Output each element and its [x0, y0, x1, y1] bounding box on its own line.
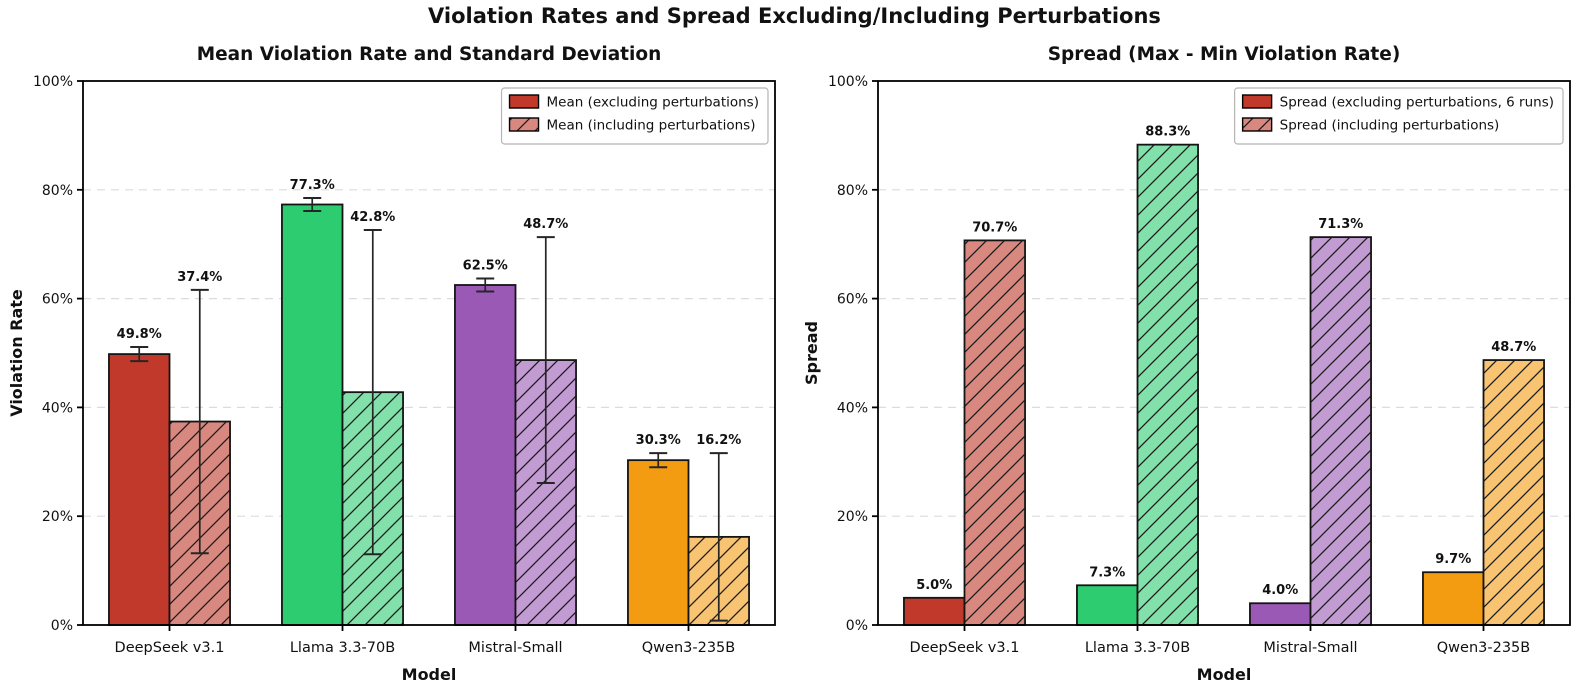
error-bar	[536, 236, 555, 485]
x-tick-label: DeepSeek v3.1	[910, 640, 1020, 656]
x-tick-label: Qwen3-235B	[1437, 640, 1530, 656]
legend-box	[500, 87, 769, 145]
value-label: 16.2%	[696, 433, 741, 448]
value-label: 42.8%	[350, 210, 395, 225]
y-tick-label: 20%	[42, 509, 73, 525]
bar-s0-qwen3-235b	[1422, 571, 1485, 626]
chart-canvas: 5.0% 7.3% 4.0% 9.7% 70.7% 88.3% 71.3% 48.7% 0% 20…	[802, 44, 1571, 684]
axes-frame	[877, 80, 1571, 626]
legend: Spread (excluding perturbations, 6 runs)…	[1234, 87, 1564, 145]
error-bar	[130, 346, 149, 363]
value-label: 48.7%	[1491, 340, 1536, 355]
bar-s0-mistral-small	[1249, 602, 1312, 626]
chart-mean-violation-rate: 49.8% 77.3% 62.5% 30.3% 37.4% 42.8% 48.7% 16.2%…	[7, 44, 776, 684]
value-label: 7.3%	[1089, 565, 1125, 580]
legend-swatch-solid	[1241, 94, 1273, 109]
x-axis-label: Model	[402, 665, 457, 684]
value-label: 62.5%	[463, 258, 508, 273]
subplot-title: Mean Violation Rate and Standard Deviati…	[197, 44, 662, 65]
y-tick-label: 0%	[846, 618, 868, 634]
bar-s0-deepseek-v3-1	[903, 596, 966, 626]
chart-canvas: 49.8% 77.3% 62.5% 30.3% 37.4% 42.8% 48.7% 16.2%…	[7, 44, 776, 684]
legend-swatch-solid	[508, 94, 540, 109]
y-tick-label: 40%	[837, 400, 868, 416]
bar-s1-llama-3-3-70b	[1136, 143, 1199, 626]
x-axis-label: Model	[1197, 665, 1252, 684]
value-label: 30.3%	[636, 433, 681, 448]
bar-s0-llama-3-3-70b	[281, 203, 344, 626]
y-axis-label: Spread	[802, 321, 821, 385]
x-tick-label: DeepSeek v3.1	[115, 640, 225, 656]
value-label: 5.0%	[916, 578, 952, 593]
bar-s0-deepseek-v3-1	[108, 353, 171, 626]
bar-s0-llama-3-3-70b	[1076, 584, 1139, 626]
figure-title: Violation Rates and Spread Excluding/Inc…	[428, 4, 1161, 28]
value-label: 4.0%	[1262, 583, 1298, 598]
legend: Mean (excluding perturbations) Mean (incl…	[500, 87, 769, 145]
y-tick-label: 60%	[837, 292, 868, 308]
value-label: 88.3%	[1145, 125, 1190, 140]
x-tick-label: Llama 3.3-70B	[1085, 640, 1190, 656]
bar-s0-mistral-small	[454, 284, 517, 626]
y-tick-label: 20%	[837, 509, 868, 525]
error-bar	[303, 196, 322, 213]
bar-s1-qwen3-235b	[1482, 359, 1545, 626]
value-label: 9.7%	[1435, 552, 1471, 567]
value-label: 37.4%	[177, 270, 222, 285]
y-tick-label: 40%	[42, 400, 73, 416]
legend-label: Spread (including perturbations)	[1280, 118, 1500, 134]
axes-frame	[82, 80, 776, 626]
y-tick-label: 0%	[51, 618, 73, 634]
error-bar	[190, 288, 209, 555]
value-label: 48.7%	[523, 217, 568, 232]
legend-box	[1234, 87, 1564, 145]
error-bar	[649, 452, 668, 469]
x-tick-label: Llama 3.3-70B	[290, 640, 395, 656]
error-bar	[363, 229, 382, 556]
legend-label: Mean (including perturbations)	[547, 118, 756, 134]
error-bar	[709, 452, 728, 622]
bar-s0-qwen3-235b	[627, 459, 690, 626]
value-label: 70.7%	[972, 220, 1017, 235]
value-label: 71.3%	[1318, 217, 1363, 232]
subplot-title: Spread (Max - Min Violation Rate)	[1048, 44, 1401, 65]
x-tick-label: Mistral-Small	[1263, 640, 1357, 656]
legend-swatch-hatched	[508, 117, 540, 132]
chart-spread: 5.0% 7.3% 4.0% 9.7% 70.7% 88.3% 71.3% 48.7% 0% 20…	[795, 0, 1589, 690]
value-label: 49.8%	[117, 327, 162, 342]
bar-s1-deepseek-v3-1	[963, 239, 1026, 626]
y-tick-label: 100%	[828, 74, 868, 90]
bar-s1-mistral-small	[1309, 236, 1372, 626]
y-axis-label: Violation Rate	[7, 289, 26, 417]
value-label: 77.3%	[290, 178, 335, 193]
legend-label: Spread (excluding perturbations, 6 runs)	[1280, 95, 1554, 111]
y-tick-label: 100%	[33, 74, 73, 90]
y-tick-label: 80%	[837, 183, 868, 199]
y-tick-label: 60%	[42, 292, 73, 308]
error-bar	[476, 277, 495, 293]
legend-swatch-hatched	[1241, 117, 1273, 132]
x-tick-label: Mistral-Small	[468, 640, 562, 656]
legend-label: Mean (excluding perturbations)	[547, 95, 759, 111]
x-tick-label: Qwen3-235B	[642, 640, 735, 656]
y-tick-label: 80%	[42, 183, 73, 199]
